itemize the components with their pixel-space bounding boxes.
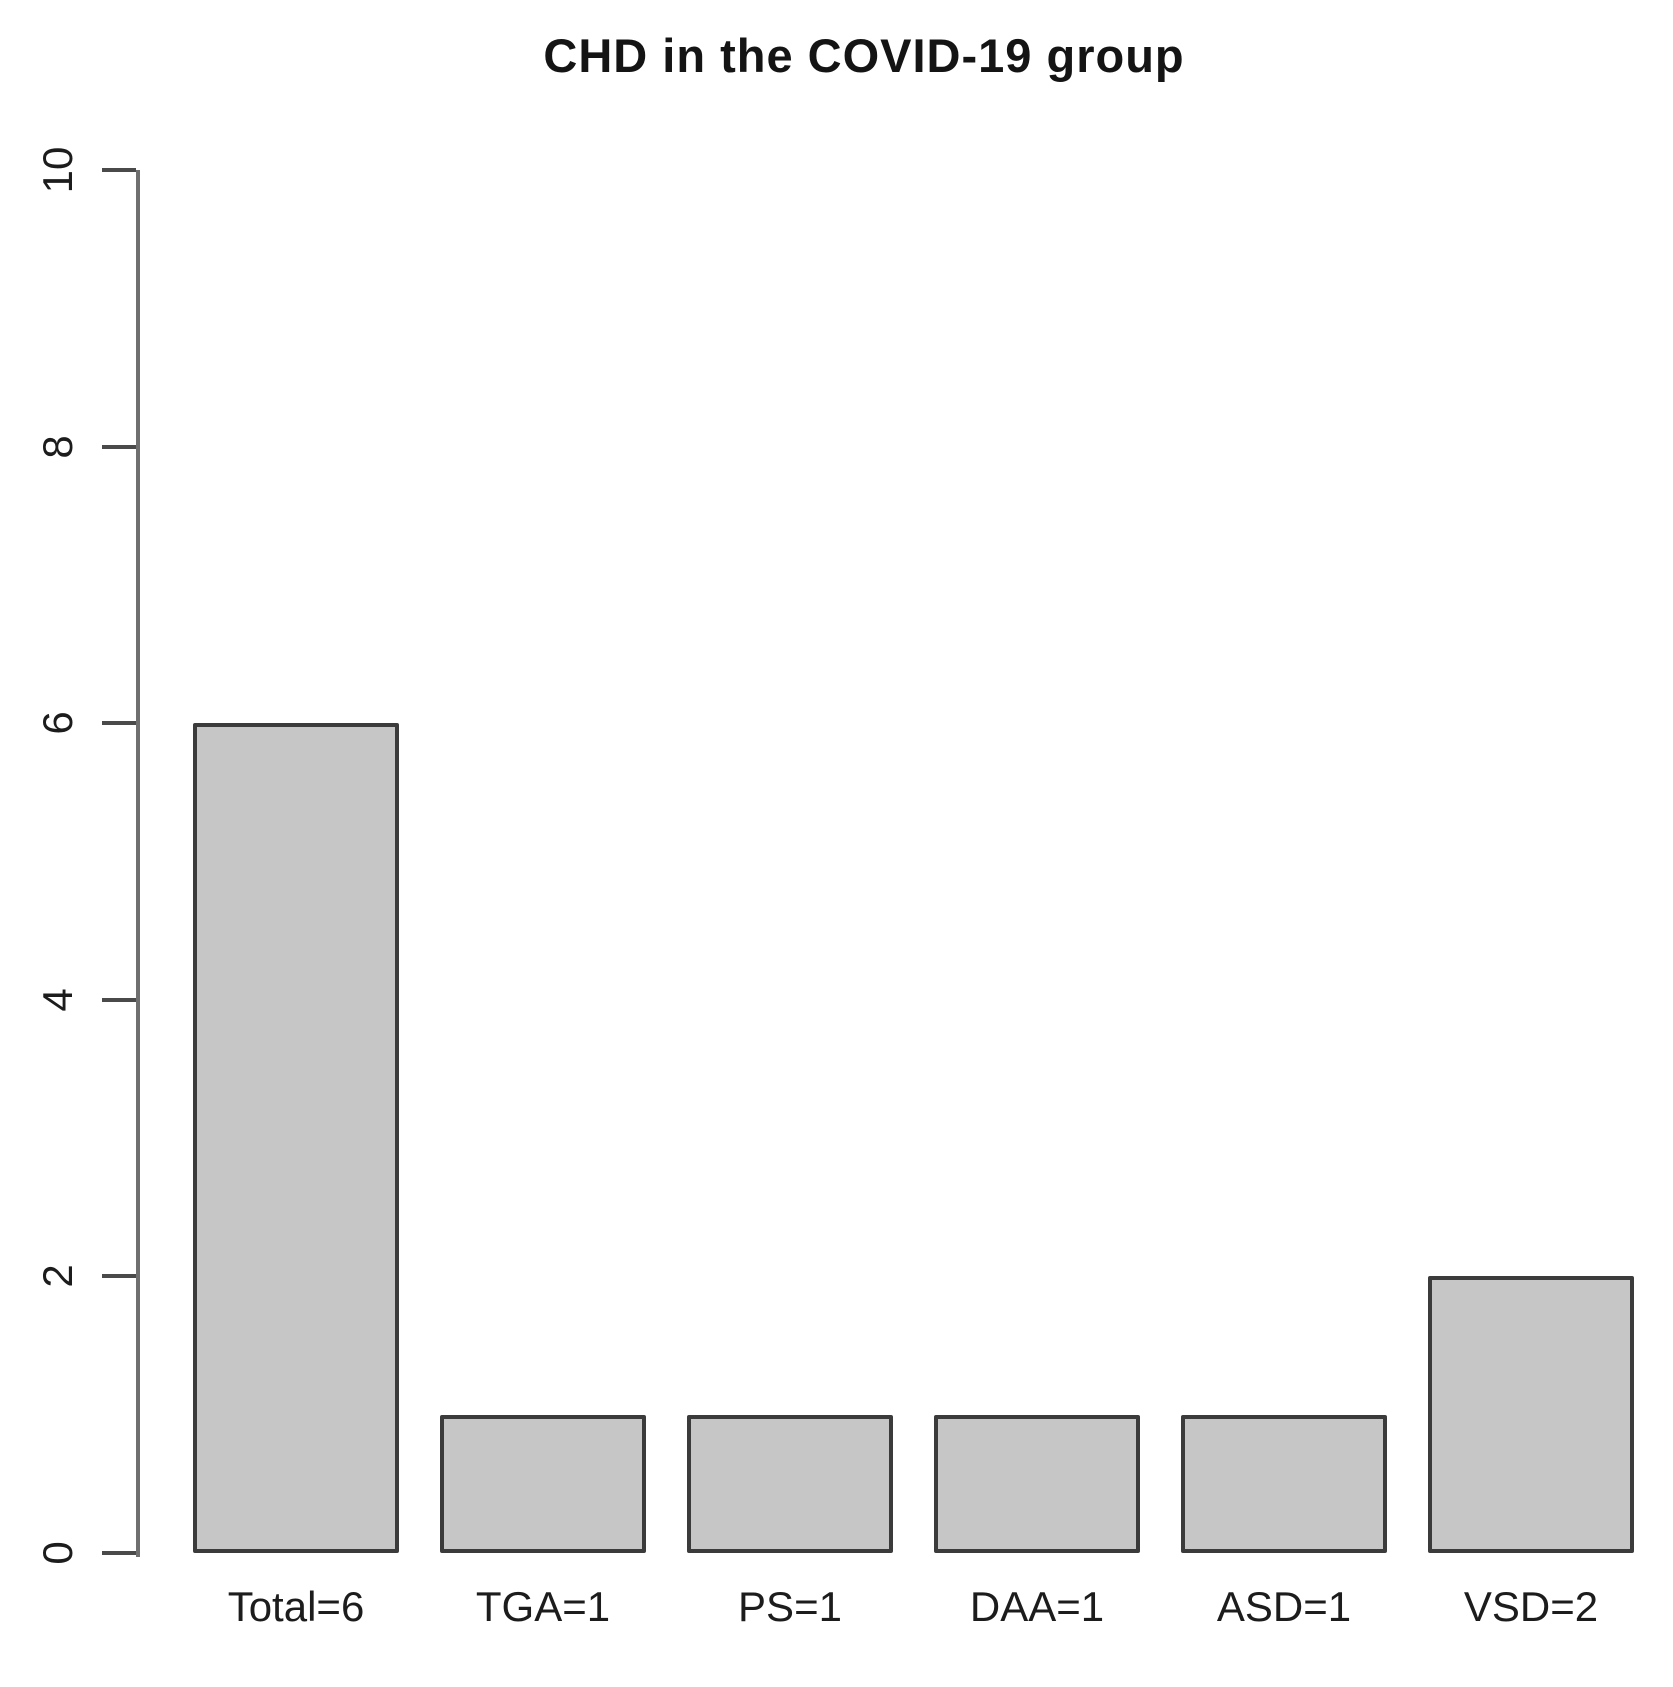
y-tick-label: 4	[34, 988, 81, 1012]
bar-PS=1	[687, 1414, 893, 1553]
bar-VSD=2	[1428, 1276, 1634, 1553]
chart-title: CHD in the COVID-19 group	[543, 29, 1185, 82]
y-tick-label: 6	[34, 711, 81, 735]
y-tick-mark	[102, 997, 136, 1002]
y-tick-mark	[102, 1551, 136, 1555]
x-tick-label: Total=6	[227, 1583, 365, 1630]
y-axis-line	[136, 170, 140, 1557]
x-tick-label: ASD=1	[1216, 1583, 1352, 1630]
y-tick-mark	[102, 1274, 136, 1279]
y-tick-mark	[102, 168, 136, 172]
bar-DAA=1	[934, 1414, 1140, 1553]
y-tick-label: 2	[34, 1264, 81, 1289]
y-tick-label: 0	[34, 1541, 81, 1565]
bar-TGA=1	[440, 1414, 646, 1553]
x-tick-label: DAA=1	[969, 1583, 1105, 1630]
y-tick-mark	[102, 721, 136, 726]
x-tick-label: VSD=2	[1463, 1583, 1599, 1630]
y-tick-mark	[102, 444, 136, 449]
bar-Total=6	[193, 723, 399, 1553]
y-tick-label: 8	[34, 434, 81, 459]
x-tick-label: PS=1	[738, 1583, 842, 1630]
x-tick-label: TGA=1	[475, 1583, 611, 1630]
bar-ASD=1	[1181, 1414, 1387, 1553]
y-tick-label: 10	[34, 146, 81, 194]
